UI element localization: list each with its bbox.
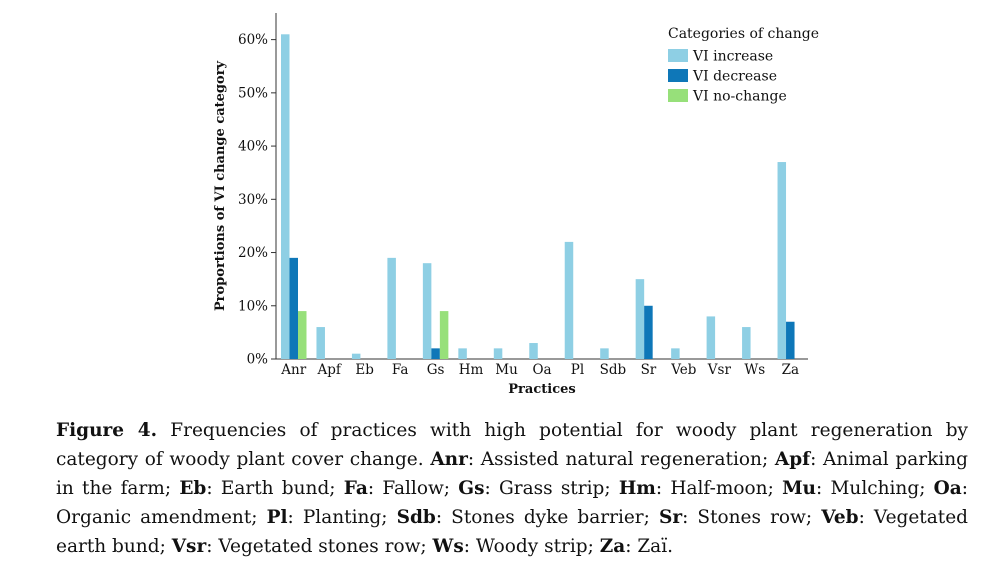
bar-vi-increase-veb (671, 348, 680, 359)
legend-label: VI increase (692, 49, 773, 65)
caption-definition: : Vegetated stones row; (206, 536, 433, 557)
x-tick-label: Oa (532, 362, 551, 378)
x-tick-label: Eb (355, 362, 374, 378)
y-axis-label: Proportions of VI change category (213, 60, 228, 311)
caption-abbr: Sdb (396, 507, 436, 528)
caption-abbr: Fa (343, 478, 368, 499)
x-tick-label: Pl (571, 362, 584, 378)
caption-definition: : Fallow; (367, 478, 459, 499)
legend-title: Categories of change (668, 26, 819, 42)
caption-definition: : Woody strip; (463, 536, 600, 557)
x-tick-label: Sr (641, 362, 657, 378)
legend: Categories of change VI increase VI decre… (668, 26, 819, 105)
x-tick-label: Hm (459, 362, 484, 378)
caption-definition: : Mulching; (816, 478, 934, 499)
bar-vi-increase-fa (387, 257, 396, 359)
caption-abbr: Mu (782, 478, 816, 499)
bar-vi-increase-apf (316, 327, 325, 359)
x-axis-label: Practices (508, 382, 575, 397)
x-tick-label: Ws (744, 362, 765, 378)
legend-swatch (668, 49, 688, 62)
x-tick-label: Vsr (707, 362, 732, 378)
caption-abbr: Pl (266, 507, 288, 528)
bar-vi-increase-vsr (706, 316, 716, 359)
caption-definition: : Grass strip; (484, 478, 619, 499)
bar-vi-increase-mu (493, 348, 503, 359)
bars (281, 34, 795, 360)
caption-definition: : Organic amendment; (56, 478, 968, 528)
caption-abbr: Ws (432, 536, 464, 557)
x-tick-label: Sdb (600, 362, 627, 378)
bar-vi-increase-sdb (600, 348, 609, 359)
legend-label: VI no-change (692, 89, 787, 105)
bar-vi-increase-ws (742, 327, 751, 359)
caption-definition: : Animal parking in the farm; (56, 449, 969, 499)
bar-vi-increase-oa (529, 343, 538, 359)
bar-vi-decrease-gs (431, 348, 440, 359)
caption-definition: : Vegetated earth bund; (56, 507, 968, 557)
x-tick-label: Fa (392, 362, 409, 378)
caption-intro: Frequencies of practices with high poten… (56, 420, 968, 470)
bar-vi-increase-gs (422, 263, 432, 359)
y-tick-label: 10% (238, 298, 268, 314)
caption-definition: : Earth bund; (206, 478, 344, 499)
bar-vi-increase-sr (635, 279, 645, 359)
bar-vi-no-change-gs (439, 311, 449, 359)
bar-chart: 0% 10% 20% 30% 40% 50% 60% Anr Apf Eb Fa Gs Hm Mu Oa P… (213, 13, 819, 397)
x-tick-label: Za (782, 362, 799, 378)
bar-vi-increase-anr (281, 34, 290, 360)
caption-abbr: Eb (179, 478, 207, 499)
caption-abbr: Gs (458, 478, 485, 499)
bar-vi-increase-eb (351, 353, 361, 359)
caption-abbr: Oa (933, 478, 962, 499)
legend-label: VI decrease (692, 69, 777, 85)
caption-definition: : Planting; (287, 507, 397, 528)
bar-vi-no-change-anr (298, 311, 307, 359)
bar-vi-increase-hm (458, 348, 467, 359)
x-tick-label: Mu (495, 362, 518, 378)
y-tick-label: 40% (238, 139, 268, 155)
caption-abbr: Za (599, 536, 626, 557)
legend-swatch (668, 69, 688, 82)
caption-abbr: Hm (618, 478, 656, 499)
x-tick-label: Anr (280, 362, 306, 378)
caption-abbr: Apf (774, 449, 811, 470)
bar-vi-increase-pl (564, 241, 574, 359)
bar-vi-decrease-anr (289, 257, 298, 359)
y-axis-ticks: 0% 10% 20% 30% 40% 50% 60% (238, 32, 276, 368)
y-tick-label: 30% (238, 192, 268, 208)
caption-abbr: Sr (658, 507, 683, 528)
caption-abbr: Vsr (171, 536, 207, 557)
y-tick-label: 0% (247, 352, 269, 368)
bar-vi-decrease-sr (644, 305, 653, 359)
caption-definition: : Stones row; (682, 507, 822, 528)
x-tick-label: Apf (317, 362, 342, 378)
x-axis-ticks: Anr Apf Eb Fa Gs Hm Mu Oa Pl Sdb Sr Veb Vsr Ws Za (280, 362, 799, 378)
caption-abbreviations: Anr: Assisted natural regeneration; Apf:… (56, 449, 968, 557)
bar-vi-increase-za (777, 162, 787, 359)
y-tick-label: 60% (238, 32, 268, 48)
caption-abbr: Anr (430, 449, 468, 470)
legend-swatch (668, 89, 688, 102)
x-tick-label: Gs (427, 362, 445, 378)
caption-abbr: Veb (821, 507, 859, 528)
caption-definition: : Stones dyke barrier; (435, 507, 659, 528)
y-tick-label: 50% (238, 85, 268, 101)
bar-vi-decrease-za (786, 321, 795, 359)
caption-definition: : Assisted natural regeneration; (467, 449, 775, 470)
x-tick-label: Veb (670, 362, 696, 378)
caption-definition: : Half-moon; (655, 478, 783, 499)
caption-label: Figure 4. (56, 420, 158, 441)
figure-caption: Figure 4. Frequencies of practices with … (56, 416, 968, 561)
caption-definition: : Zaï. (625, 536, 674, 557)
plot-area: 0% 10% 20% 30% 40% 50% 60% Anr Apf Eb Fa Gs Hm Mu Oa P… (238, 13, 808, 378)
y-tick-label: 20% (238, 245, 268, 261)
